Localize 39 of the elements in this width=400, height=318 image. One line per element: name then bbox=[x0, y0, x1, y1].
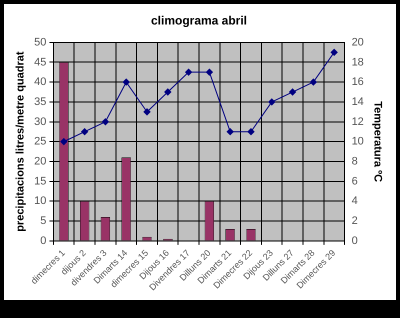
y-tick-label: 20 bbox=[34, 156, 46, 168]
y-tick-label: 10 bbox=[34, 195, 46, 208]
y2-tick-label: 6 bbox=[352, 175, 358, 188]
point bbox=[122, 78, 130, 86]
point bbox=[268, 98, 276, 106]
y-tick-label: 15 bbox=[34, 175, 46, 188]
y2-tick-label: 8 bbox=[352, 156, 358, 168]
point bbox=[164, 88, 172, 96]
point bbox=[102, 118, 109, 126]
y2-tick-label: 4 bbox=[352, 195, 358, 208]
y2-tick-label: 10 bbox=[352, 136, 364, 148]
point bbox=[289, 88, 296, 96]
point bbox=[60, 138, 68, 146]
y2-tick-label: 16 bbox=[352, 76, 364, 88]
point bbox=[81, 128, 88, 136]
y2-tick-label: 0 bbox=[352, 234, 358, 247]
point bbox=[330, 48, 338, 56]
y2-tick-label: 12 bbox=[352, 116, 364, 128]
chart-title: climograma abril bbox=[150, 14, 248, 28]
y-tick-label: 40 bbox=[34, 76, 46, 88]
y-tick-label: 50 bbox=[34, 36, 46, 48]
y2-tick-label: 20 bbox=[352, 36, 364, 48]
point bbox=[310, 78, 317, 86]
point bbox=[144, 108, 151, 116]
y2-tick-label: 2 bbox=[352, 215, 358, 228]
point bbox=[226, 128, 234, 136]
y-tick-label: 30 bbox=[34, 116, 46, 128]
y-tick-label: 5 bbox=[40, 215, 46, 228]
point bbox=[247, 128, 254, 136]
point bbox=[206, 68, 213, 76]
y-tick-label: 45 bbox=[34, 56, 46, 68]
y2-tick-label: 18 bbox=[352, 56, 364, 68]
y2-axis-title: Temperatura ºC bbox=[371, 101, 384, 182]
y-axis-title: precipitacions litres/metre quadrat bbox=[14, 51, 27, 232]
y-tick-label: 0 bbox=[40, 234, 46, 247]
point bbox=[185, 68, 192, 76]
y-tick-label: 25 bbox=[34, 136, 46, 148]
y-tick-label: 35 bbox=[34, 96, 46, 108]
y2-tick-label: 14 bbox=[352, 96, 364, 108]
